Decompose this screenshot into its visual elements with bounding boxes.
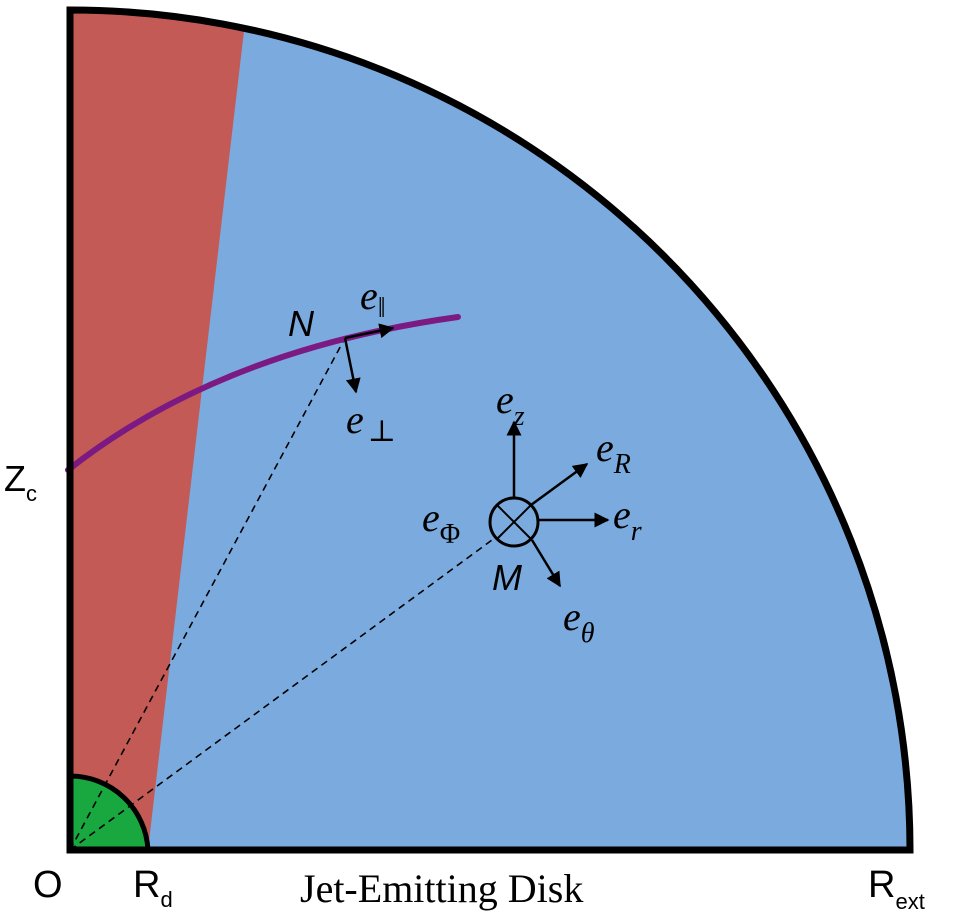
e-z-label: ez — [496, 377, 525, 432]
e-phi-cross-2 — [496, 504, 532, 540]
jet-region — [70, 10, 244, 850]
e-theta-arrow — [530, 539, 562, 588]
zc-label: Zc — [4, 458, 37, 506]
e-parallel-arrow — [344, 323, 395, 340]
rext-label: Rext — [868, 864, 925, 914]
field-line — [65, 314, 461, 473]
origin-label: O — [33, 864, 63, 906]
e-parallel-label: e‖ — [360, 273, 386, 324]
e-phi-label: eΦ — [422, 495, 460, 550]
point-n-label: N — [288, 303, 315, 344]
disk-region — [70, 10, 910, 850]
e-perp-arrow — [343, 337, 361, 394]
point-m-label: M — [492, 557, 522, 598]
inner-region-arc — [69, 773, 151, 851]
dashed-line-o-m — [69, 539, 493, 851]
domain-outline — [66, 6, 914, 854]
dashed-line-o-n — [69, 337, 346, 851]
disk-title: Jet-Emitting Disk — [300, 866, 583, 911]
e-bigR-label: eR — [596, 425, 631, 480]
e-r-label: er — [613, 492, 642, 547]
e-theta-label: eθ — [563, 594, 595, 649]
rd-label: Rd — [133, 864, 173, 912]
e-bigR-arrow — [530, 462, 589, 507]
e-perp-label: e ⊥ — [346, 397, 396, 448]
inner-region — [70, 775, 148, 850]
